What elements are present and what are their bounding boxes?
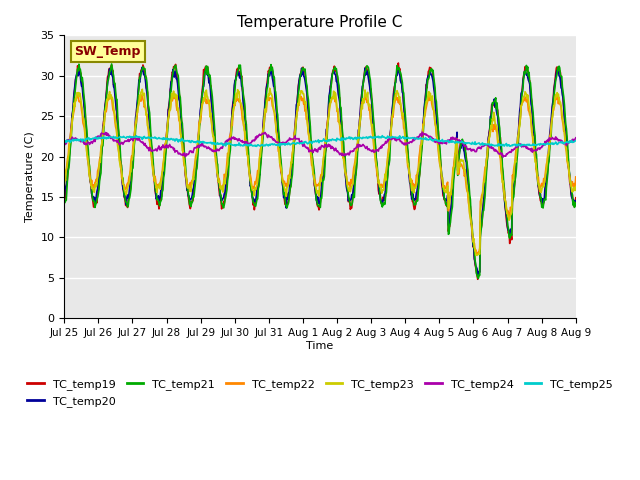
X-axis label: Time: Time bbox=[307, 341, 333, 351]
Y-axis label: Temperature (C): Temperature (C) bbox=[25, 132, 35, 222]
Title: Temperature Profile C: Temperature Profile C bbox=[237, 15, 403, 30]
Text: SW_Temp: SW_Temp bbox=[74, 45, 141, 58]
Legend: TC_temp19, TC_temp20, TC_temp21, TC_temp22, TC_temp23, TC_temp24, TC_temp25: TC_temp19, TC_temp20, TC_temp21, TC_temp… bbox=[23, 375, 617, 411]
